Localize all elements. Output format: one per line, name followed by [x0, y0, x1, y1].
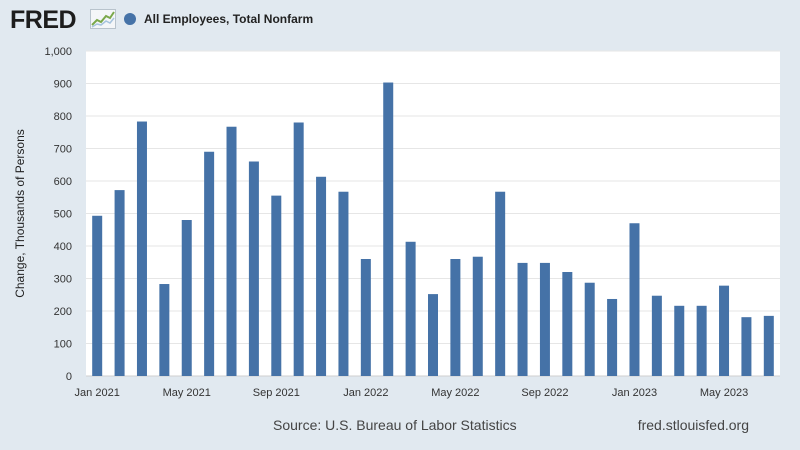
bar[interactable] — [651, 295, 662, 376]
bar[interactable] — [114, 190, 125, 376]
header: FRED All Employees, Total Nonfarm — [0, 0, 800, 40]
y-tick-label: 400 — [54, 241, 72, 253]
y-tick-label: 100 — [54, 339, 72, 351]
bar[interactable] — [204, 151, 215, 376]
bar[interactable] — [316, 176, 327, 376]
x-tick-label: Jan 2023 — [612, 387, 657, 399]
bar[interactable] — [607, 298, 618, 376]
y-tick-label: 300 — [54, 274, 72, 286]
bar[interactable] — [383, 82, 394, 377]
bar[interactable] — [159, 284, 170, 376]
bars — [92, 82, 774, 377]
bar[interactable] — [495, 191, 506, 376]
x-tick-label: May 2023 — [700, 387, 748, 399]
bar[interactable] — [293, 122, 304, 377]
x-tick-label: Sep 2021 — [253, 387, 300, 399]
bar[interactable] — [696, 305, 707, 376]
y-tick-label: 700 — [54, 144, 72, 156]
gridlines — [86, 50, 780, 377]
bar[interactable] — [539, 262, 550, 376]
y-tick-label: 800 — [54, 111, 72, 123]
bar[interactable] — [338, 191, 349, 376]
site-link[interactable]: fred.stlouisfed.org — [637, 417, 749, 433]
bar[interactable] — [271, 195, 282, 376]
x-tick-label: May 2021 — [163, 387, 211, 399]
legend-series-marker — [124, 13, 136, 25]
bar[interactable] — [763, 315, 774, 376]
y-tick-label: 600 — [54, 176, 72, 188]
bar[interactable] — [405, 241, 416, 376]
y-axis-ticks: 0 100 200 300 400 500 600 700 800 900 1,000 — [44, 46, 72, 383]
bar[interactable] — [517, 262, 528, 376]
bar[interactable] — [92, 215, 103, 376]
bar[interactable] — [719, 285, 730, 376]
fred-logo[interactable]: FRED — [10, 6, 77, 34]
bar[interactable] — [472, 256, 483, 376]
bar[interactable] — [629, 223, 640, 376]
bar[interactable] — [360, 259, 371, 376]
fred-logo-graph-icon — [90, 9, 116, 29]
y-tick-label: 200 — [54, 306, 72, 318]
bar[interactable] — [181, 220, 192, 376]
y-tick-label: 0 — [66, 371, 72, 383]
x-tick-label: Jan 2021 — [75, 387, 120, 399]
x-tick-label: Jan 2022 — [343, 387, 388, 399]
bar[interactable] — [428, 294, 438, 376]
x-tick-label: Sep 2022 — [521, 387, 568, 399]
y-tick-label: 1,000 — [44, 46, 72, 58]
bar[interactable] — [450, 259, 461, 376]
y-axis-label: Change, Thousands of Persons — [13, 129, 27, 298]
bar[interactable] — [226, 126, 237, 376]
bar[interactable] — [584, 282, 595, 376]
bar[interactable] — [136, 121, 147, 377]
bar[interactable] — [674, 305, 685, 376]
bar[interactable] — [562, 272, 573, 376]
legend-series-label[interactable]: All Employees, Total Nonfarm — [144, 12, 314, 26]
source-note: Source: U.S. Bureau of Labor Statistics — [273, 417, 517, 433]
x-axis-ticks: Jan 2021 May 2021 Sep 2021 Jan 2022 May 2022… — [75, 387, 749, 399]
bar[interactable] — [248, 161, 259, 377]
y-tick-label: 900 — [54, 79, 72, 91]
x-tick-label: May 2022 — [431, 387, 479, 399]
bar[interactable] — [741, 317, 752, 376]
y-tick-label: 500 — [54, 209, 72, 221]
